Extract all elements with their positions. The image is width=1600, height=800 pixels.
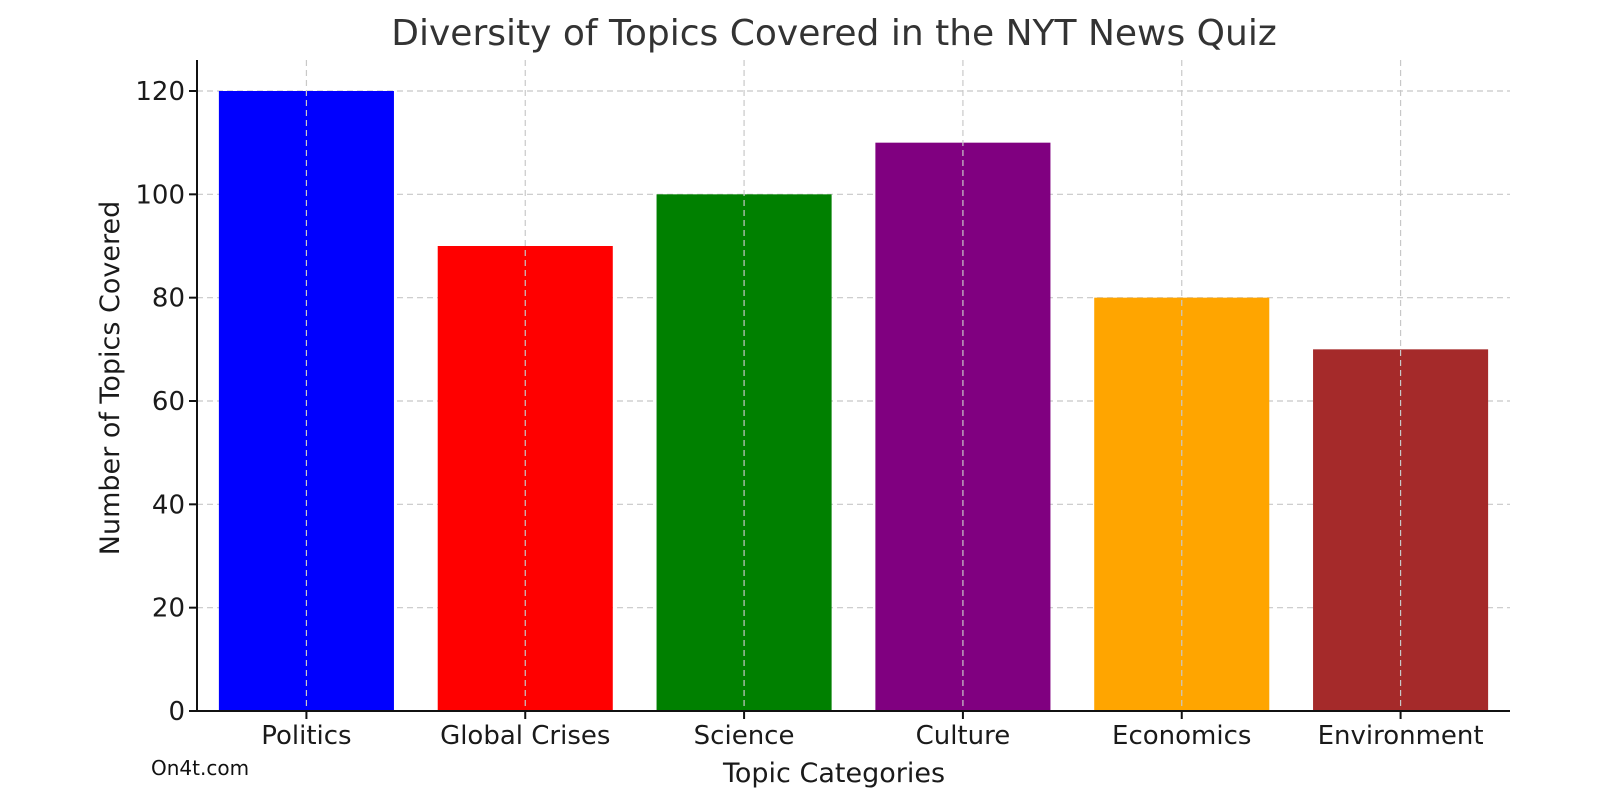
grid-lines — [197, 90, 1510, 609]
y-tick-label: 120 — [135, 77, 185, 107]
x-tick-label: Science — [694, 721, 795, 751]
x-tick-label: Politics — [261, 721, 351, 751]
y-tick-label: 80 — [152, 284, 185, 314]
x-tick-label: Economics — [1112, 721, 1251, 751]
vertical-grid-lines — [305, 60, 1402, 711]
axes — [189, 60, 1510, 719]
y-tick-label: 20 — [152, 594, 185, 624]
x-tick-label: Environment — [1318, 721, 1484, 751]
chart-title: Diversity of Topics Covered in the NYT N… — [391, 13, 1276, 54]
x-tick-label: Culture — [916, 721, 1011, 751]
y-tick-label: 40 — [152, 490, 185, 520]
y-axis-label: Number of Topics Covered — [95, 201, 126, 555]
watermark-text: On4t.com — [151, 756, 249, 780]
y-tick-label: 100 — [135, 180, 185, 210]
y-tick-label: 60 — [152, 387, 185, 417]
x-axis-label: Topic Categories — [722, 758, 945, 789]
bars — [218, 91, 1489, 712]
y-tick-labels: 0 20 40 60 80 100 120 — [135, 77, 185, 727]
bar-culture — [875, 142, 1051, 711]
x-tick-label: Global Crises — [440, 721, 610, 751]
y-tick-label: 0 — [168, 697, 185, 727]
x-tick-labels: Politics Global Crises Science Culture Econo… — [261, 721, 1483, 751]
